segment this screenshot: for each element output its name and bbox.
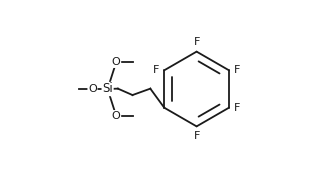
Text: Si: Si [102, 82, 113, 96]
Text: F: F [153, 65, 159, 75]
Text: O: O [112, 57, 120, 67]
Text: F: F [194, 37, 200, 47]
Text: F: F [234, 65, 240, 75]
Text: F: F [234, 103, 240, 113]
Text: F: F [194, 131, 200, 141]
Text: O: O [88, 84, 97, 94]
Text: O: O [112, 111, 120, 121]
